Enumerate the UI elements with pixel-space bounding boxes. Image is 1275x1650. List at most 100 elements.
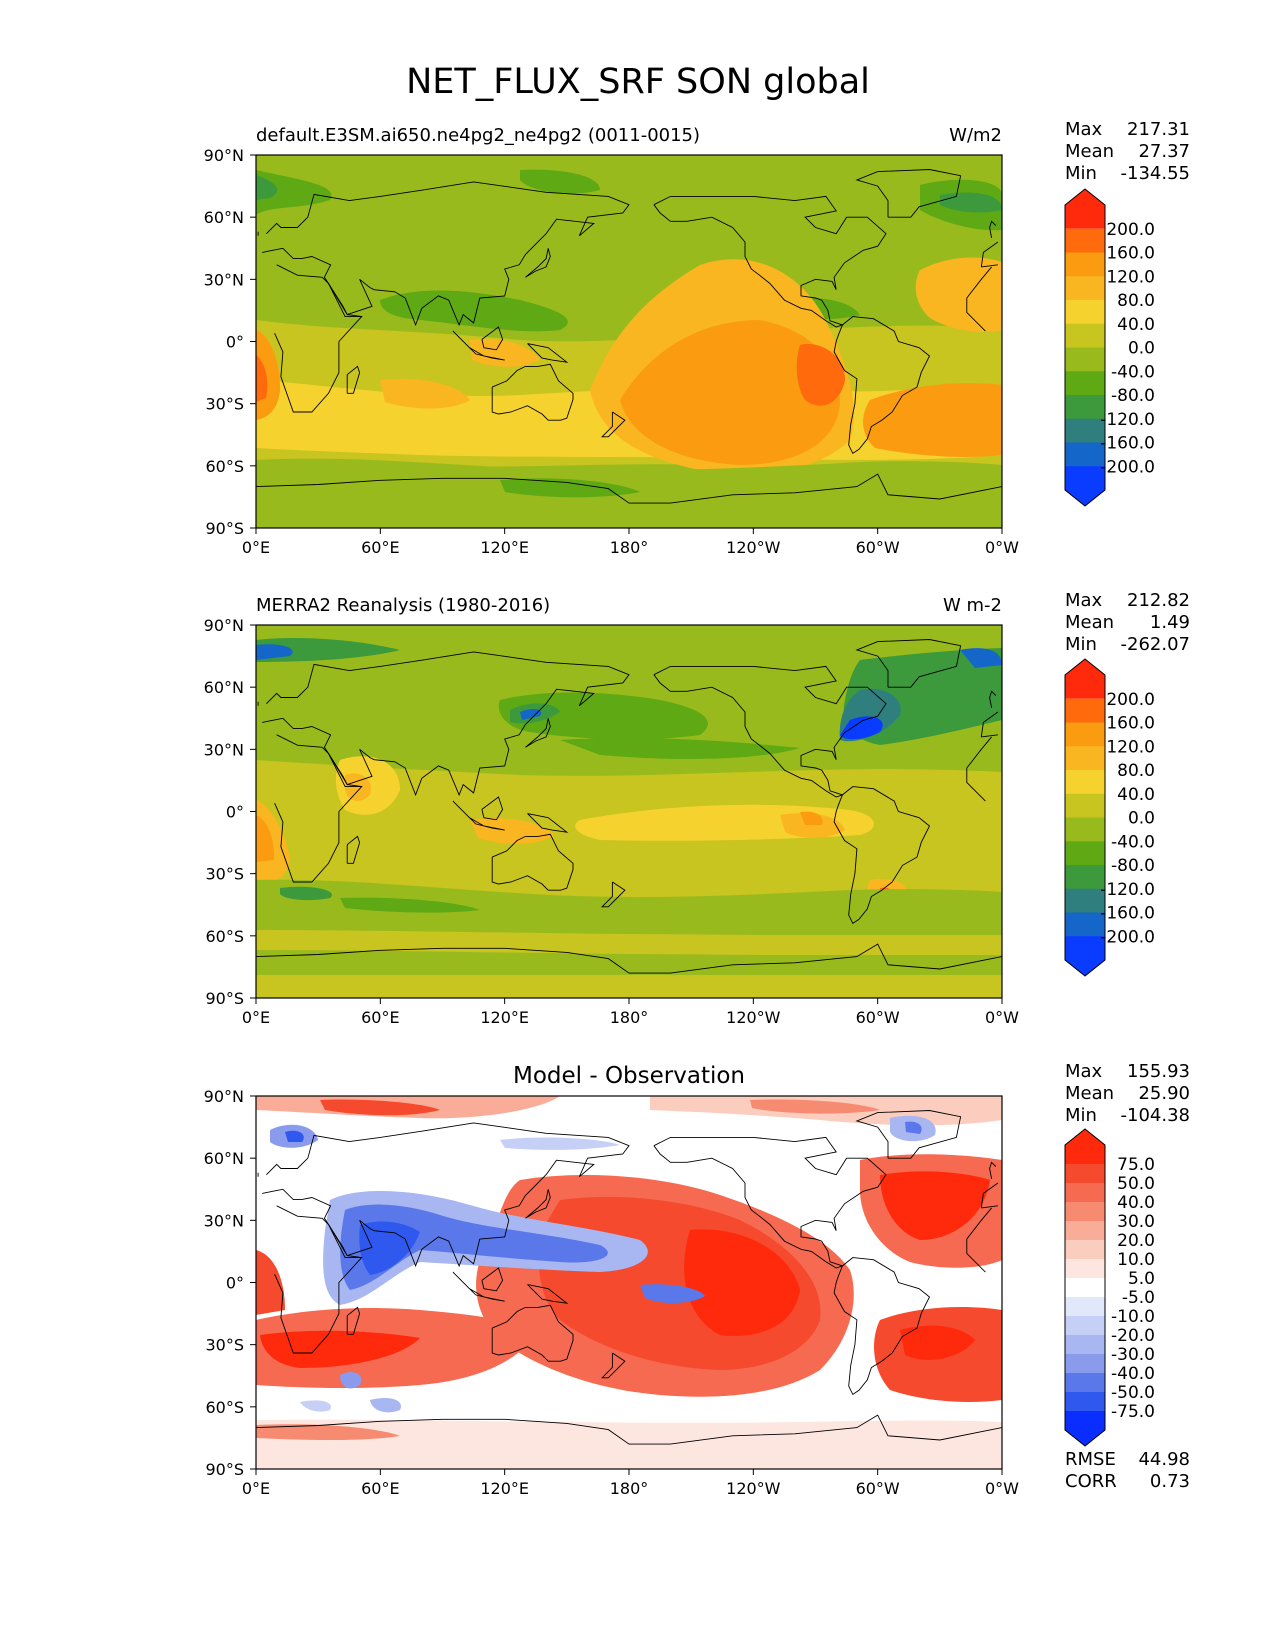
stat-max-value: 217.31 bbox=[1127, 119, 1190, 140]
y-tick-label: 90°N bbox=[204, 146, 244, 165]
rmse-value: 44.98 bbox=[1138, 1449, 1190, 1470]
colorbar-tick-label: 75.0 bbox=[1117, 1155, 1155, 1175]
colorbar-tick-label: -50.0 bbox=[1111, 1383, 1155, 1403]
stats-box: Max 155.93 Mean 25.90 Min -104.38 bbox=[1065, 1061, 1190, 1126]
colorbar-tick-label: 40.0 bbox=[1117, 315, 1155, 335]
x-tick-label: 0°E bbox=[242, 1479, 270, 1498]
coastline bbox=[833, 316, 931, 455]
colorbar-swatch bbox=[1065, 1129, 1105, 1164]
coastline bbox=[601, 411, 626, 438]
colorbar-swatch bbox=[1065, 722, 1105, 747]
x-tick-label: 120°W bbox=[726, 1008, 781, 1027]
x-tick-label: 120°W bbox=[726, 1479, 781, 1498]
colorbar-tick-label: 20.0 bbox=[1117, 1231, 1155, 1251]
y-tick-label: 60°S bbox=[205, 927, 244, 946]
coastline bbox=[601, 881, 626, 908]
colorbar-tick-label: -120.0 bbox=[1100, 880, 1155, 900]
x-tick-label: 60°W bbox=[856, 538, 900, 557]
colorbar-swatch bbox=[1065, 1164, 1105, 1184]
coastline bbox=[833, 786, 931, 925]
coastline bbox=[833, 1257, 931, 1396]
y-tick-label: 60°N bbox=[204, 208, 244, 227]
stat-mean-label: Mean bbox=[1065, 141, 1114, 162]
colorbar-swatch bbox=[1065, 252, 1105, 277]
colorbar-tick-label: 0.0 bbox=[1128, 339, 1155, 359]
colorbar-swatch bbox=[1065, 912, 1105, 937]
colorbar-outline bbox=[1064, 1128, 1106, 1447]
panel-left-title: default.E3SM.ai650.ne4pg2_ne4pg2 (0011-0… bbox=[256, 125, 700, 146]
stat-max-label: Max bbox=[1065, 590, 1103, 611]
stat-mean-value: 1.49 bbox=[1150, 612, 1190, 633]
coastline bbox=[328, 753, 362, 788]
error-stats: RMSE 44.98 CORR 0.73 bbox=[1065, 1449, 1190, 1492]
axes-ticks: 0°E 60°E 120°E 180° 120°W 60°W 0°W 90°N 60°N 30°N… bbox=[204, 146, 1020, 557]
colorbar-swatch bbox=[1065, 1316, 1105, 1336]
x-tick-label: 120°E bbox=[480, 1479, 529, 1498]
x-tick-label: 60°E bbox=[361, 1479, 399, 1498]
y-tick-label: 60°S bbox=[205, 457, 244, 476]
colorbar-swatch bbox=[1065, 1240, 1105, 1260]
colorbar-tick-label: 10.0 bbox=[1117, 1250, 1155, 1270]
colorbar-swatch bbox=[1065, 698, 1105, 723]
colorbar-tick-label: 160.0 bbox=[1106, 244, 1155, 264]
colorbar-swatch bbox=[1065, 1411, 1105, 1446]
panel-units: W m-2 bbox=[943, 595, 1002, 616]
colorbar-tick-label: -20.0 bbox=[1111, 1326, 1155, 1346]
coastline bbox=[525, 1189, 551, 1219]
coastline bbox=[481, 1267, 504, 1292]
colorbar-tick-label: 0.0 bbox=[1128, 809, 1155, 829]
colorbar-outline bbox=[1064, 188, 1106, 507]
y-tick-label: 90°S bbox=[205, 519, 244, 538]
coastline bbox=[256, 943, 1002, 974]
colorbar-swatch bbox=[1065, 276, 1105, 301]
stats-box: Max 212.82 Mean 1.49 Min -262.07 bbox=[1065, 590, 1190, 655]
colorbar-tick-label: 40.0 bbox=[1117, 785, 1155, 805]
colorbar: 75.050.040.030.020.010.05.0-5.0-10.0-20.… bbox=[1064, 1128, 1155, 1447]
colorbar-swatch bbox=[1065, 189, 1105, 229]
colorbar-tick-label: -80.0 bbox=[1111, 386, 1155, 406]
y-tick-label: 90°N bbox=[204, 1087, 244, 1106]
coastline bbox=[257, 220, 997, 238]
colorbar-tick-label: 80.0 bbox=[1117, 291, 1155, 311]
y-tick-label: 60°N bbox=[204, 678, 244, 697]
x-tick-label: 0°E bbox=[242, 1008, 270, 1027]
stat-max-label: Max bbox=[1065, 1061, 1103, 1082]
y-tick-label: 30°N bbox=[204, 740, 244, 759]
colorbar-swatch bbox=[1065, 1221, 1105, 1241]
colorbar-swatch bbox=[1065, 936, 1105, 976]
colorbar: 200.0 160.0 120.0 80.0 40.0 0.0 -40.0 -80.0 -120… bbox=[1064, 188, 1155, 507]
colorbar-tick-label: -160.0 bbox=[1100, 434, 1155, 454]
x-tick-label: 60°E bbox=[361, 1008, 399, 1027]
coastline bbox=[855, 639, 962, 688]
panel-left-title: MERRA2 Reanalysis (1980-2016) bbox=[256, 595, 550, 616]
x-tick-label: 120°W bbox=[726, 538, 781, 557]
coastline bbox=[855, 1110, 962, 1159]
colorbar-tick-label: -40.0 bbox=[1111, 832, 1155, 852]
y-tick-label: 0° bbox=[226, 333, 244, 352]
coastline bbox=[452, 800, 505, 831]
colorbar-swatch bbox=[1065, 1202, 1105, 1222]
colorbar-tick-label: 200.0 bbox=[1106, 220, 1155, 240]
colorbar-swatch bbox=[1065, 300, 1105, 325]
colorbar-swatch bbox=[1065, 793, 1105, 818]
panel-observation: MERRA2 Reanalysis (1980-2016) W m-2 bbox=[204, 590, 1190, 1027]
colorbar-swatch bbox=[1065, 659, 1105, 699]
x-tick-label: 180° bbox=[610, 1479, 649, 1498]
colorbar-swatch bbox=[1065, 1373, 1105, 1393]
colorbar-tick-label: -200.0 bbox=[1100, 457, 1155, 477]
colorbar-swatch bbox=[1065, 1278, 1105, 1298]
coastline bbox=[653, 195, 887, 328]
colorbar-swatch bbox=[1065, 841, 1105, 866]
colorbar-swatch bbox=[1065, 865, 1105, 890]
colorbar-swatch bbox=[1065, 746, 1105, 771]
coastline bbox=[525, 248, 551, 278]
stat-max-label: Max bbox=[1065, 119, 1103, 140]
colorbar-tick-label: 120.0 bbox=[1106, 267, 1155, 287]
axes-ticks: 0°E 60°E 120°E 180° 120°W 60°W 0°W 90°N 60°N 30°N… bbox=[204, 616, 1020, 1027]
colorbar-tick-label: 200.0 bbox=[1106, 690, 1155, 710]
panel-units: W/m2 bbox=[949, 125, 1002, 146]
colorbar-swatch bbox=[1065, 323, 1105, 348]
y-tick-label: 30°S bbox=[205, 865, 244, 884]
coastline bbox=[346, 835, 361, 864]
